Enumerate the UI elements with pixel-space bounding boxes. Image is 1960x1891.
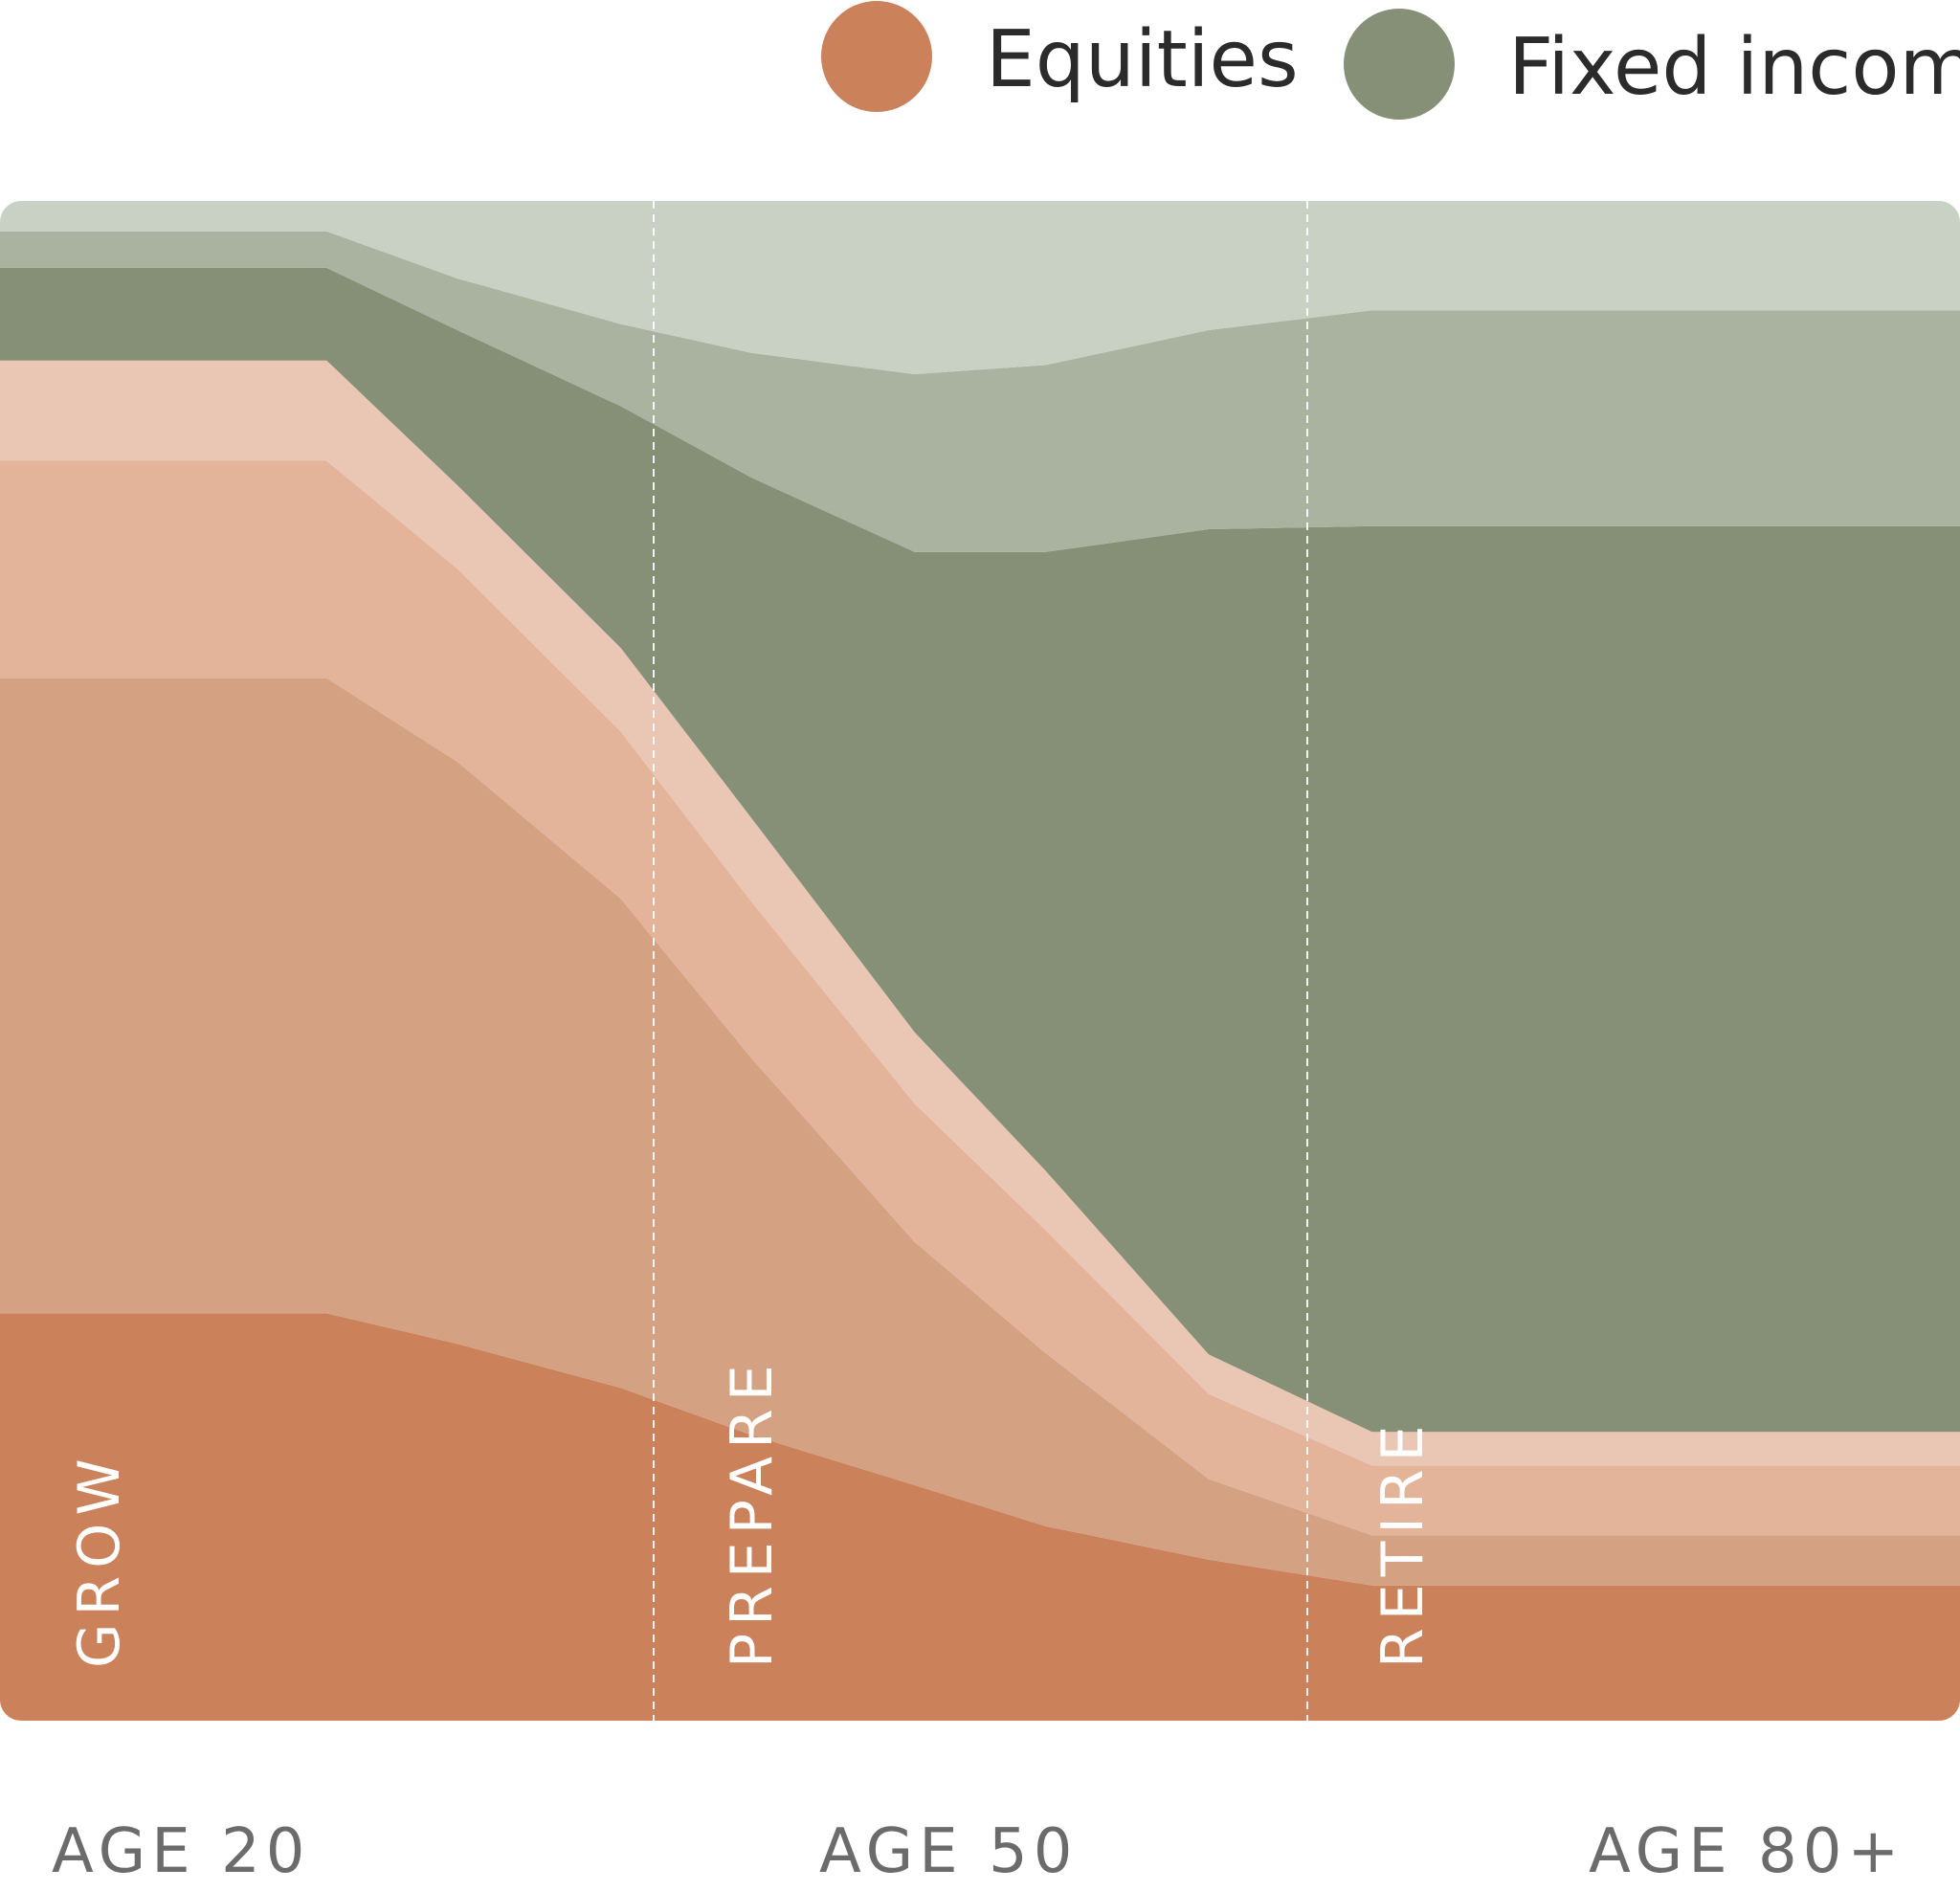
stacked-areas: [0, 201, 1960, 1721]
x-axis-labels: AGE 20 AGE 50 AGE 80+: [52, 1816, 1904, 1887]
legend-equities-icon: [821, 1, 932, 112]
plot-area: [0, 201, 1960, 1721]
area-equities-tier-2: [0, 678, 1960, 1586]
legend-equities-label: Equities: [986, 14, 1299, 105]
x-tick-label-age-50: AGE 50: [819, 1816, 1078, 1887]
phase-label-grow: GROW: [66, 1451, 133, 1668]
area-equities-tier-3: [0, 460, 1960, 1536]
legend: Equities Fixed income: [821, 1, 1960, 120]
area-fixed-income-tier-2: [0, 231, 1960, 552]
legend-fixed-income-icon: [1344, 9, 1455, 120]
area-fixed-income-tier-1: [0, 267, 1960, 1433]
area-fixed-income-tier-3: [0, 201, 1960, 374]
legend-fixed-income-label: Fixed income: [1508, 22, 1960, 113]
phase-labels: GROW PREPARE RETIRE: [66, 1357, 1437, 1668]
x-tick-label-age-80: AGE 80+: [1589, 1816, 1904, 1887]
phase-dividers: [653, 201, 1308, 1721]
phase-label-prepare: PREPARE: [719, 1357, 786, 1668]
phase-label-retire: RETIRE: [1370, 1417, 1437, 1668]
area-equities-tier-1: [0, 1313, 1960, 1721]
x-tick-label-age-20: AGE 20: [52, 1816, 310, 1887]
